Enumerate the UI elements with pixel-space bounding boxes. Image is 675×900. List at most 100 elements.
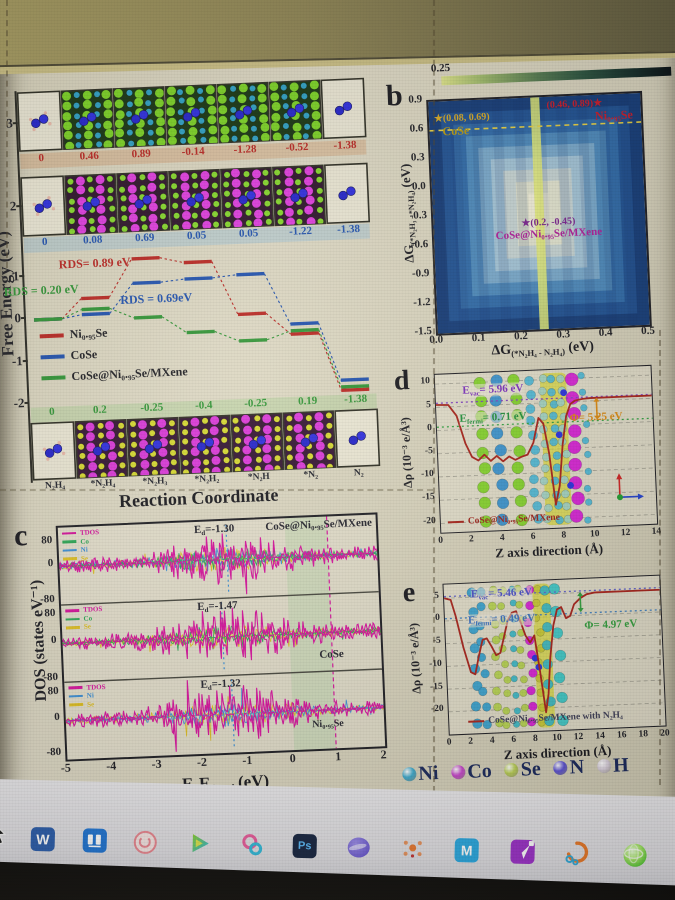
legend-label: Se <box>87 700 95 709</box>
molecule-app-icon[interactable] <box>399 836 426 863</box>
legend-swatch <box>39 332 64 338</box>
x-tick-label: 1 <box>334 749 342 764</box>
structure-box <box>334 408 381 468</box>
efermi-annotation: Efermi= 0.71 eV <box>459 410 527 427</box>
legend-label: TDOS <box>83 605 103 615</box>
series-legend-item: CoSe <box>40 347 97 364</box>
y-tick-label: -15 <box>429 681 443 692</box>
pink-media-app-icon[interactable] <box>131 829 158 856</box>
atom-legend-item: Se <box>504 757 541 781</box>
step-energy-value: 0 <box>41 235 48 249</box>
guide-line-right <box>659 330 661 785</box>
panel-dos: c DOS (states eV⁻¹) TDOS Co Ni Se Ed=-1.30 TD… <box>13 504 397 811</box>
y-tick-label: -2 <box>13 395 25 411</box>
y-tick-label: 80 <box>47 684 59 697</box>
y-tick-label: -80 <box>39 593 56 606</box>
chinese-office-app-icon[interactable] <box>81 827 108 854</box>
guide-line-center <box>433 0 435 792</box>
design-dart-app-icon[interactable] <box>509 838 536 865</box>
y-tick-label: 0 <box>50 633 57 647</box>
legend-label: Ni <box>80 545 88 554</box>
legend-label: Co <box>83 614 93 623</box>
rds-label: RDS = 0.69eV <box>119 289 193 307</box>
y-tick-label: -10 <box>428 658 443 670</box>
structure-box <box>20 175 67 237</box>
phi-annotation: Φ= 5.25 eV <box>569 410 623 425</box>
structure-box <box>220 166 275 229</box>
dos-legend-item: Se <box>65 623 91 632</box>
legend-swatch <box>62 548 77 552</box>
legend-label: TDOS <box>79 528 100 537</box>
ed-annotation: Ed=-1.47 <box>196 599 238 615</box>
legend-label: Ni <box>86 691 94 700</box>
reaction-state-label: *N₂H₃ <box>142 476 168 488</box>
structure-box <box>216 81 271 144</box>
x-tick-label: 14 <box>651 526 662 537</box>
y-tick-label: 0 <box>53 711 60 724</box>
y-tick-label: -10 <box>420 469 435 480</box>
legend-label: CoSe@Ni₀.₉₅Se/MXene <box>71 364 188 384</box>
structure-box <box>64 173 119 235</box>
cloud-rings-app-icon[interactable] <box>239 831 266 858</box>
dos-legend-item: TDOS <box>68 683 106 693</box>
x-tick-label: 16 <box>616 730 627 741</box>
y-tick-label: -15 <box>421 492 436 503</box>
step-energy-value: 0.2 <box>92 403 107 417</box>
dos-legend-item: TDOS <box>61 528 100 538</box>
structure-box <box>74 419 129 479</box>
y-tick-label: 1 <box>12 268 20 284</box>
material-label: Ni₀.₉₅Se <box>312 717 344 731</box>
y-tick-label: 80 <box>44 607 56 620</box>
atom-sphere-icon <box>596 758 612 774</box>
atom-sphere-icon <box>451 764 466 780</box>
x-tick-label: 4 <box>499 533 505 544</box>
green-globe-app-icon[interactable] <box>621 841 648 868</box>
x-tick-label: 20 <box>659 728 670 739</box>
panel-volcano-map: b 0.25 ΔG(*N₂H₃ - *N₂H₄) (eV) ★(0.08, 0.… <box>385 57 672 368</box>
atom-sphere-icon <box>504 762 520 778</box>
x-tick-label: 0 <box>289 751 297 766</box>
series-legend-item: CoSe@Ni₀.₉₅Se/MXene <box>41 364 188 385</box>
structure-box <box>168 168 223 231</box>
legend-label: Ni₀.₉₅Se <box>69 325 108 342</box>
step-energy-value: 0.08 <box>82 233 103 247</box>
legend-swatch <box>62 540 77 544</box>
x-tick-label: 6 <box>530 531 536 542</box>
legend-swatch <box>68 686 83 690</box>
y-tick-label: -80 <box>43 670 59 684</box>
legend-label: Co <box>80 536 90 546</box>
charge-density-plot-d <box>433 364 659 534</box>
atom-symbol: Ni <box>417 761 439 785</box>
guide-line-left <box>6 0 8 268</box>
purple-sphere-app-icon[interactable] <box>345 834 372 861</box>
x-tick-label: 14 <box>595 731 606 742</box>
video-play-app-icon[interactable] <box>186 830 213 857</box>
step-energy-value: -0.14 <box>181 145 205 159</box>
y-tick-label: 5 <box>425 399 432 410</box>
swirl-app-icon[interactable] <box>563 840 590 867</box>
step-energy-value: -0.4 <box>194 399 213 412</box>
legend-label: CoSe <box>70 346 98 363</box>
structure-box <box>320 77 367 140</box>
reaction-state-label: N₂ <box>353 467 364 479</box>
windows-taskbar[interactable]: W Ps M <box>0 778 675 894</box>
word-app-icon[interactable]: W <box>29 826 56 853</box>
step-energy-value: 0.69 <box>134 231 155 245</box>
structure-box <box>126 416 181 477</box>
step-energy-value: -1.22 <box>288 224 313 238</box>
dos-plot <box>55 512 388 762</box>
m-wave-app-icon[interactable]: M <box>453 837 480 864</box>
y-tick-label: 0 <box>426 422 433 433</box>
step-energy-value: -1.38 <box>336 222 361 236</box>
photoshop-app-icon[interactable]: Ps <box>291 833 318 860</box>
structure-box <box>178 414 233 475</box>
x-tick-label: 10 <box>589 529 600 540</box>
atom-legend-item: N <box>553 755 585 779</box>
panel-charge-density-clean: d Δρ (10⁻³ e/Å³) Evac= 5.96 eV Efermi= 0.… <box>393 356 667 575</box>
density-legend: CoSe@Ni₀.₉₅Se/MXene <box>447 513 560 528</box>
structure-box <box>164 83 219 146</box>
x-tick-label: 12 <box>620 527 631 539</box>
